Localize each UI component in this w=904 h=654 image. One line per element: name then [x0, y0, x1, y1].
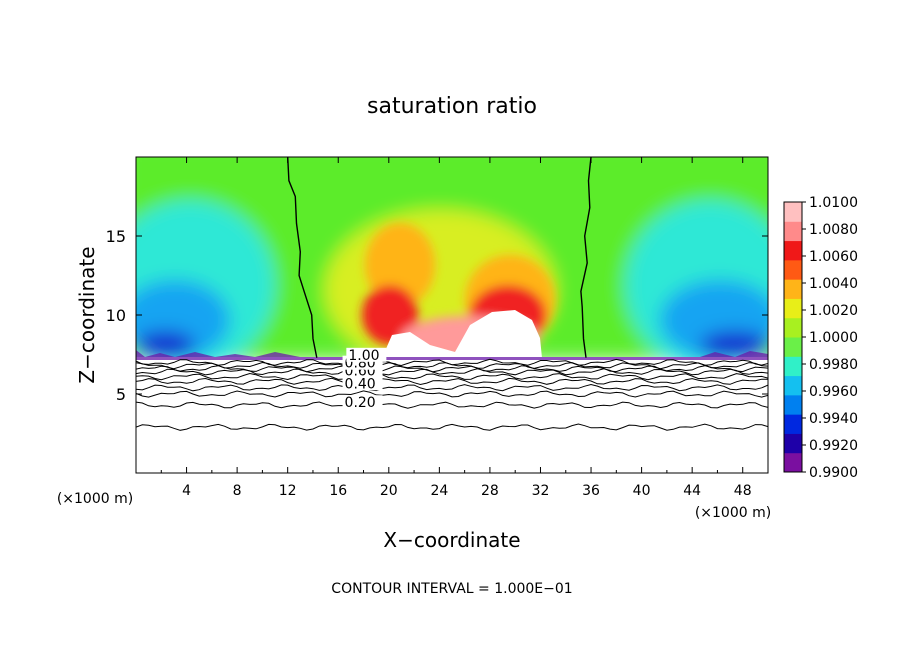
colorbar-swatch	[784, 279, 802, 299]
colorbar-swatch	[784, 452, 802, 473]
x-tick-label: 8	[233, 483, 242, 499]
field-red-left	[362, 285, 418, 345]
contour-label-bg	[346, 347, 387, 362]
colorbar-swatch	[784, 202, 802, 222]
field-bottom-fringe	[136, 350, 768, 360]
contour-label-bg	[342, 376, 383, 391]
x-tick-label: 24	[430, 483, 448, 499]
colorbar-tick-label: 1.0000	[809, 330, 858, 346]
contour-line	[136, 423, 768, 431]
contour-labels: 0.200.400.600.801.00	[342, 347, 387, 411]
colorbar-tick-label: 0.9900	[809, 465, 858, 481]
colorbar-swatch	[784, 356, 802, 377]
x-tick-label: 40	[633, 483, 651, 499]
contour-label: 0.40	[345, 376, 376, 392]
contour-lines	[136, 157, 768, 431]
contour-line	[136, 365, 768, 373]
colorbar-tick-label: 0.9960	[809, 384, 858, 400]
colorbar-tick-label: 1.0080	[809, 222, 858, 238]
colorbar-tick-label: 0.9940	[809, 411, 858, 427]
heatmap-field	[136, 157, 768, 473]
contour-line	[136, 383, 768, 392]
colorbar-tick-label: 1.0040	[809, 276, 858, 292]
contour-label-bg	[342, 395, 383, 410]
x-axis-label: X−coordinate	[383, 528, 520, 552]
x-tick-label: 36	[582, 483, 600, 499]
colorbar-tick-label: 0.9920	[809, 438, 858, 454]
field-supersat-core	[382, 310, 542, 358]
colorbar-tick-label: 1.0100	[809, 195, 858, 211]
x-tick-label: 32	[532, 483, 550, 499]
contour-line	[136, 390, 768, 398]
field-orange-left	[365, 223, 435, 307]
x-tick-label: 44	[683, 483, 701, 499]
x-tick-label: 16	[329, 483, 347, 499]
saturation-boundary-left	[287, 157, 318, 358]
contour-line	[136, 377, 768, 386]
contour-line	[136, 372, 768, 381]
y-tick-label: 10	[106, 306, 126, 325]
contour-line	[136, 358, 768, 367]
field-darkblue-left	[136, 331, 195, 359]
colorbar-swatch	[784, 259, 802, 280]
colorbar-tick-label: 1.0020	[809, 303, 858, 319]
colorbar-swatch	[784, 394, 802, 415]
y-axis-ticks: 5 10 15	[106, 227, 768, 404]
contour-label: 1.00	[348, 348, 379, 364]
colorbar-tick-label: 1.0060	[809, 249, 858, 265]
colorbar-swatch	[784, 221, 802, 242]
x-tick-label: 12	[279, 483, 297, 499]
colorbar-swatch	[784, 337, 802, 357]
chart-title: saturation ratio	[367, 94, 537, 119]
x-tick-label: 4	[182, 483, 191, 499]
contour-interval-footer: CONTOUR INTERVAL = 1.000E−01	[331, 581, 572, 597]
colorbar-swatch	[784, 414, 802, 434]
x-unit-left: (×1000 m)	[57, 491, 133, 507]
x-tick-label: 28	[481, 483, 499, 499]
x-axis-ticks: 4 8 12 16 20 24 28 32 36 40 44 48	[160, 157, 752, 499]
x-tick-label: 20	[380, 483, 398, 499]
colorbar-swatch	[784, 240, 802, 261]
y-tick-label: 5	[116, 385, 126, 404]
colorbar-swatch	[784, 433, 802, 454]
x-tick-label: 48	[734, 483, 752, 499]
plot-area: 0.200.400.600.801.00 4 8 12 16 20 24 28 32 36 40 4…	[106, 156, 769, 499]
colorbar-swatch	[784, 298, 802, 319]
saturation-boundary-right	[580, 157, 592, 358]
contour-line	[136, 401, 768, 409]
colorbar-swatch	[784, 317, 802, 338]
y-tick-label: 15	[106, 227, 126, 246]
y-axis-label: Z−coordinate	[75, 246, 99, 383]
x-unit-right: (×1000 m)	[695, 505, 771, 521]
contour-label: 0.20	[345, 395, 376, 411]
colorbar-tick-label: 0.9980	[809, 357, 858, 373]
colorbar: 1.0100 1.0080 1.0060 1.0040 1.0020 1.0000 0.99…	[783, 195, 858, 481]
colorbar-swatch	[784, 375, 802, 396]
